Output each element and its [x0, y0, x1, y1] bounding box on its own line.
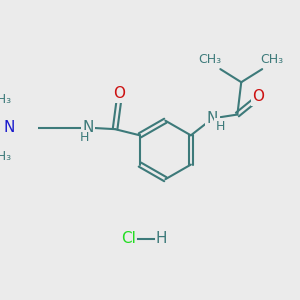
Text: CH₃: CH₃: [0, 150, 11, 163]
Text: CH₃: CH₃: [261, 52, 284, 66]
Text: O: O: [113, 86, 125, 101]
Text: H: H: [156, 231, 167, 246]
Text: H: H: [216, 120, 225, 133]
Text: O: O: [252, 89, 264, 104]
Text: N: N: [82, 120, 94, 135]
Text: N: N: [3, 120, 15, 135]
Text: H: H: [80, 131, 89, 144]
Text: Cl: Cl: [122, 231, 136, 246]
Text: N: N: [207, 111, 218, 126]
Text: CH₃: CH₃: [0, 93, 11, 106]
Text: CH₃: CH₃: [199, 52, 222, 66]
